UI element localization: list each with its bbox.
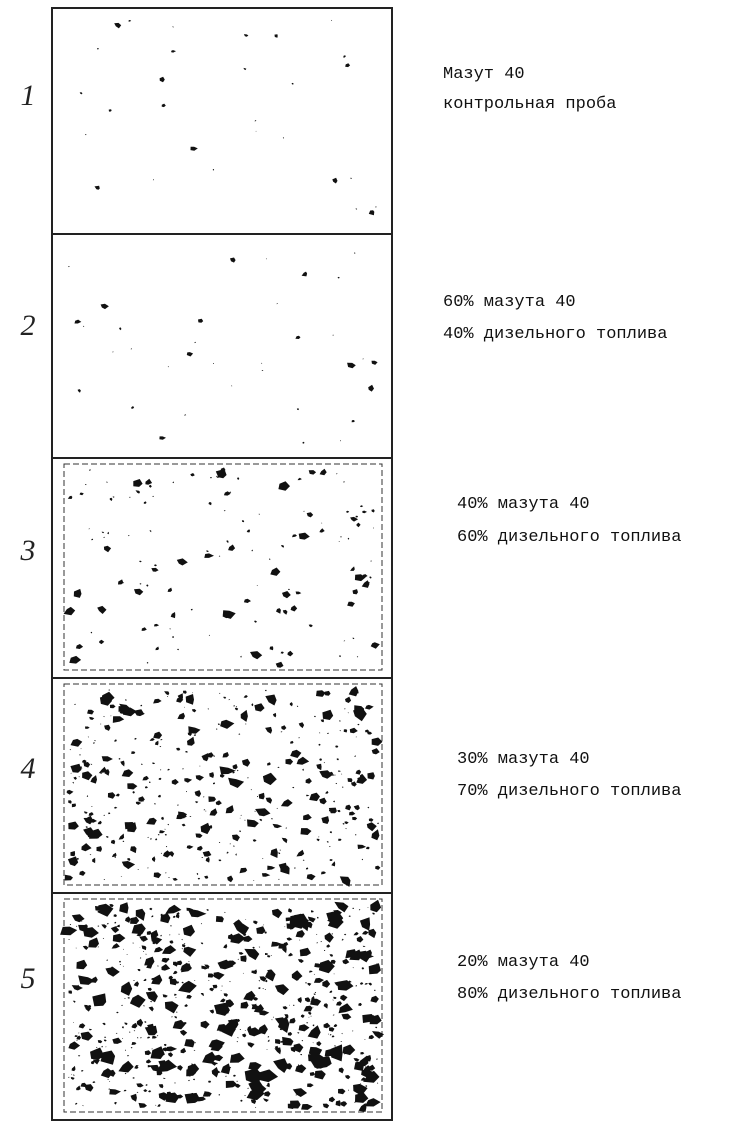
panel-number: 4: [21, 752, 36, 785]
speckles: [64, 686, 383, 887]
speckles: [63, 467, 380, 668]
panel-caption: контрольная проба: [443, 95, 616, 114]
panel-caption: Мазут 40: [443, 65, 525, 84]
panel-caption: 30% мазута 40: [457, 750, 590, 769]
speckles: [68, 252, 378, 444]
inner-frame: [63, 898, 383, 1113]
speckles: [79, 19, 377, 216]
speckles: [60, 899, 384, 1112]
panel-caption: 60% дизельного топлива: [457, 528, 681, 547]
panel-caption: 40% дизельного топлива: [443, 325, 667, 344]
inner-frame: [63, 683, 383, 886]
panel-number: 2: [21, 309, 36, 342]
panel-number: 5: [21, 962, 36, 995]
inner-frame: [63, 463, 383, 671]
panel-number: 3: [20, 534, 36, 567]
panel-caption: 40% мазута 40: [457, 495, 590, 514]
panel-caption: 70% дизельного топлива: [457, 782, 681, 801]
panel-caption: 20% мазута 40: [457, 953, 590, 972]
panel-caption: 80% дизельного топлива: [457, 985, 681, 1004]
frame: [51, 7, 393, 1121]
panel-caption: 60% мазута 40: [443, 293, 576, 312]
panel-number: 1: [21, 79, 36, 112]
